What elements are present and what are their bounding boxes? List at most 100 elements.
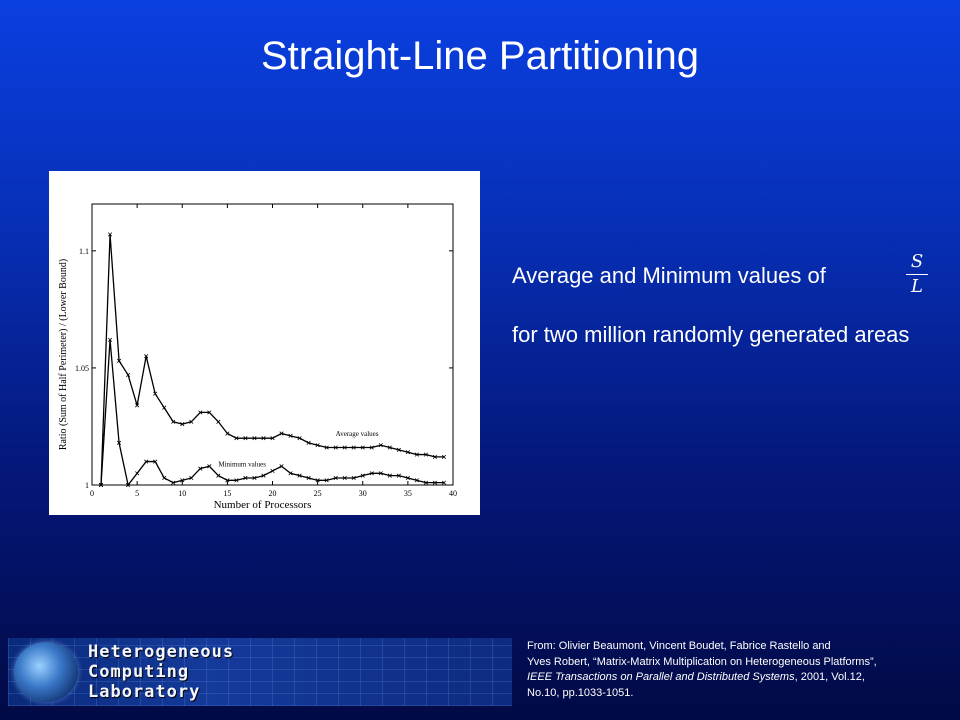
citation-line1: From: Olivier Beaumont, Vincent Boudet, … [527, 640, 831, 652]
data-point [252, 436, 257, 441]
data-point [171, 419, 176, 424]
data-point [98, 482, 104, 488]
data-point [153, 391, 158, 396]
data-point [333, 475, 338, 481]
data-point [369, 471, 374, 476]
data-point [207, 464, 212, 469]
data-point [198, 410, 203, 415]
series-line-average [100, 234, 444, 486]
x-tick-label: 0 [90, 489, 94, 498]
data-point [396, 473, 401, 478]
minimum-values-label: Minimum values [218, 461, 266, 469]
data-point [441, 480, 447, 485]
data-point [171, 480, 176, 485]
data-point [333, 445, 338, 450]
citation-journal: IEEE Transactions on Parallel and Distri… [527, 671, 795, 683]
data-point [198, 466, 203, 471]
data-point [116, 358, 122, 363]
data-point [180, 478, 185, 483]
data-point [234, 478, 239, 483]
x-tick-label: 5 [135, 489, 139, 498]
data-point [342, 475, 347, 481]
x-tick-label: 10 [178, 489, 186, 498]
logo-text: Heterogeneous Computing Laboratory [88, 642, 234, 702]
data-point [189, 419, 194, 424]
logo-line3: Laboratory [88, 682, 201, 702]
data-point [306, 475, 311, 481]
data-point [288, 433, 293, 438]
data-point [297, 436, 302, 441]
data-point [116, 440, 122, 445]
s-over-l-fraction: S L [906, 252, 928, 297]
data-point [144, 354, 149, 359]
data-point [351, 445, 356, 450]
data-point [387, 445, 392, 450]
data-point [243, 436, 248, 441]
data-point [270, 436, 275, 441]
data-point [107, 232, 113, 237]
logo-line2: Computing [88, 662, 190, 682]
y-tick-label: 1.05 [75, 364, 89, 373]
data-point [378, 471, 383, 476]
x-axis-label: Number of Processors [214, 499, 312, 511]
citation-line3: IEEE Transactions on Parallel and Distri… [527, 670, 957, 686]
data-point [270, 468, 275, 474]
data-point [414, 478, 419, 483]
data-point [180, 422, 185, 427]
lab-logo: Heterogeneous Computing Laboratory [8, 638, 512, 706]
data-point [360, 473, 365, 478]
data-point [162, 405, 167, 410]
y-tick-label: 1.1 [79, 247, 89, 256]
data-point [135, 471, 140, 476]
data-point [324, 445, 329, 450]
average-values-label: Average values [336, 430, 379, 438]
data-point [144, 459, 149, 464]
x-tick-label: 20 [269, 489, 277, 498]
data-point [414, 452, 419, 457]
data-point [234, 436, 239, 441]
data-point [441, 454, 447, 459]
data-point [306, 440, 311, 445]
citation-line4: No.10, pp.1033-1051. [527, 686, 634, 699]
data-point [423, 480, 429, 485]
data-point [351, 475, 356, 481]
data-point [405, 450, 410, 455]
slide-title: Straight-Line Partitioning [260, 34, 700, 78]
data-point [342, 445, 347, 450]
citation: From: Olivier Beaumont, Vincent Boudet, … [527, 639, 957, 701]
data-point [315, 478, 320, 483]
data-point [279, 431, 284, 436]
data-point [243, 475, 248, 481]
citation-line2: Yves Robert, “Matrix-Matrix Multiplicati… [527, 655, 877, 668]
description-line1: Average and Minimum values of [512, 263, 826, 288]
data-point [162, 475, 167, 481]
x-tick-label: 25 [314, 489, 322, 498]
logo-grid-pattern [8, 638, 512, 706]
fraction-numerator: S [910, 251, 924, 272]
series-line-minimum [100, 339, 444, 487]
y-axis-label: Ratio (Sum of Half Perimeter) / (Lower B… [58, 259, 69, 450]
data-point [315, 443, 320, 448]
fraction-denominator: L [911, 276, 923, 297]
data-point [387, 473, 392, 478]
data-point [297, 473, 302, 478]
data-point [396, 447, 401, 452]
globe-icon [14, 642, 78, 702]
data-point [279, 464, 284, 469]
citation-details: , 2001, Vol.12, [794, 671, 865, 683]
fraction-bar [906, 274, 928, 275]
logo-line1: Heterogeneous [88, 642, 235, 662]
data-point [261, 436, 266, 441]
data-point [432, 480, 438, 485]
data-point [135, 403, 140, 408]
data-point [369, 445, 374, 450]
data-point [261, 473, 266, 478]
data-point [216, 419, 221, 424]
chart-svg: 0 5 10 15 20 25 30 35 40 1 1.05 1.1 Number of Proces… [58, 203, 457, 511]
data-point [107, 337, 113, 342]
data-point [324, 478, 329, 483]
x-tick-label: 35 [404, 489, 412, 498]
data-point [423, 452, 429, 457]
data-point [225, 431, 230, 436]
data-point [189, 475, 194, 481]
